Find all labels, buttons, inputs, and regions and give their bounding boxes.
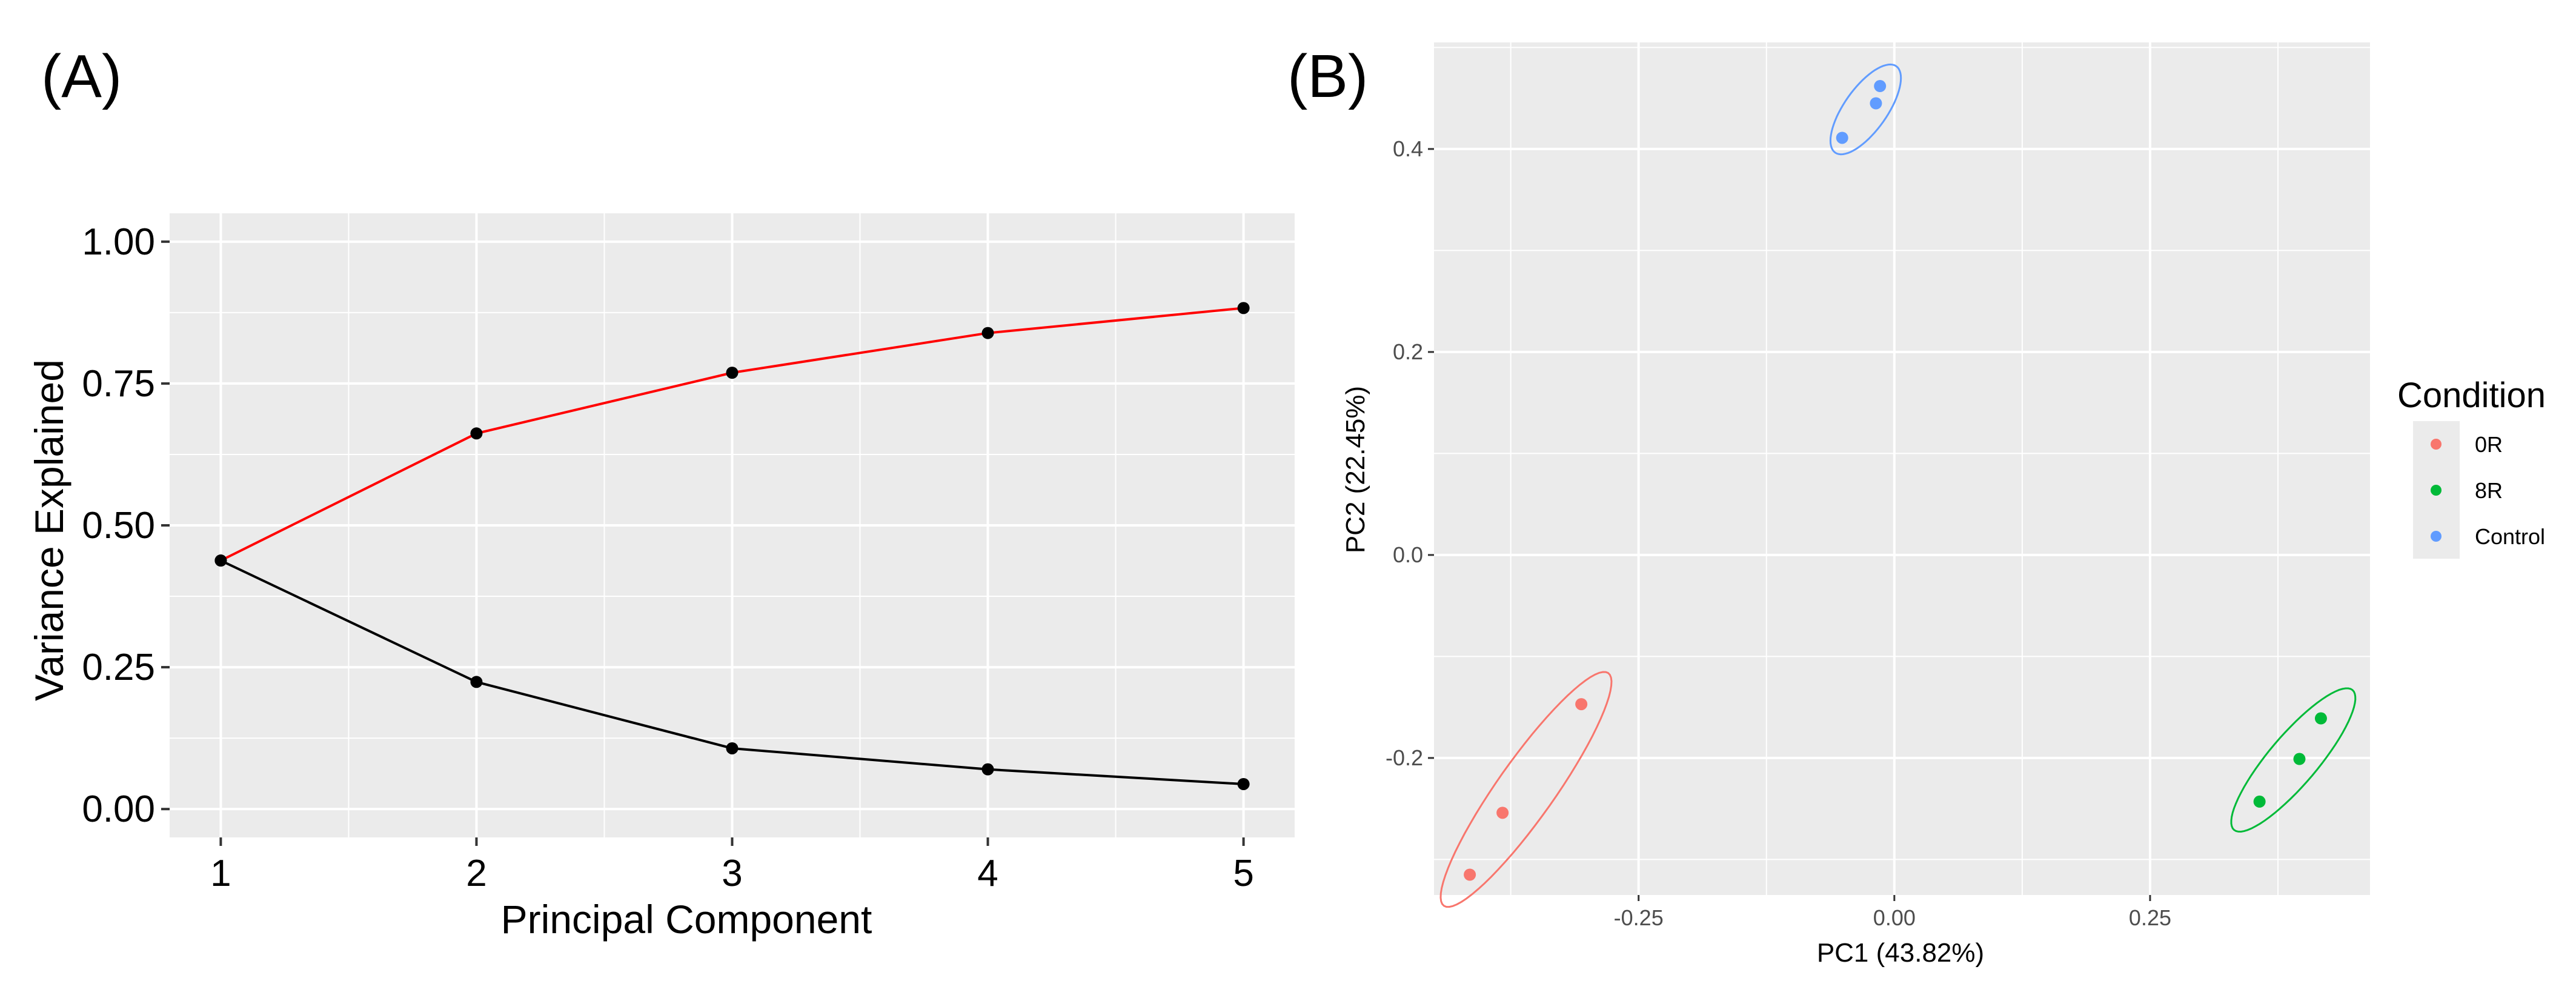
data-point <box>981 763 994 776</box>
pca-scatter-chart: -0.25 0.00 0.25 -0.2 0.0 0.2 0.4 <box>1386 42 2370 930</box>
x-tick-label: 0.25 <box>2129 905 2171 930</box>
y-tick-label: -0.2 <box>1386 745 1423 770</box>
legend-key-8r <box>2431 485 2442 496</box>
data-point <box>214 554 227 567</box>
data-point <box>981 327 994 339</box>
chart-a-ylabel: Variance Explained <box>27 359 71 701</box>
data-point-control <box>1874 80 1887 93</box>
legend-key-0r <box>2431 439 2442 450</box>
y-tick-label: 0.25 <box>82 647 155 688</box>
confidence-ellipse-0r <box>1439 671 1613 908</box>
y-tick-label: 0.4 <box>1393 136 1423 161</box>
legend-key-control <box>2431 531 2442 542</box>
x-tick-label: -0.25 <box>1614 905 1664 930</box>
legend-label: 0R <box>2475 432 2503 457</box>
legend-label: 8R <box>2475 478 2503 503</box>
legend-label: Control <box>2475 524 2545 549</box>
y-tick-label: 1.00 <box>82 221 155 263</box>
y-tick-label: 0.50 <box>82 505 155 547</box>
data-point-8r <box>2293 753 2306 765</box>
data-point-8r <box>2314 712 2327 725</box>
y-tick-label: 0.75 <box>82 363 155 405</box>
data-point-control <box>1870 97 1882 110</box>
x-tick-label: 2 <box>466 853 486 894</box>
data-point-0r <box>1496 807 1509 819</box>
data-point-0r <box>1464 868 1476 881</box>
data-point <box>726 742 739 754</box>
legend-title: Condition <box>2397 376 2546 415</box>
confidence-ellipse-8r <box>2230 687 2357 833</box>
data-point-0r <box>1575 698 1588 711</box>
data-point-control <box>1836 131 1848 144</box>
plot-background <box>1434 42 2370 895</box>
data-point <box>726 367 739 379</box>
x-tick-label: 5 <box>1233 853 1253 894</box>
x-tick-label: 1 <box>210 853 231 894</box>
variance-explained-chart: 0.00 0.25 0.50 0.75 1.00 1 2 3 4 5 <box>82 213 1295 894</box>
panel-b-label: (B) <box>1287 42 1368 110</box>
chart-b-ylabel: PC2 (22.45%) <box>1341 386 1370 553</box>
chart-b-xlabel: PC1 (43.82%) <box>1817 938 1984 968</box>
y-tick-label: 0.0 <box>1393 542 1423 567</box>
x-tick-label: 4 <box>977 853 998 894</box>
panel-a-label: (A) <box>41 42 122 110</box>
chart-a-xlabel: Principal Component <box>501 897 872 942</box>
data-point <box>1237 302 1250 314</box>
y-tick-label: 0.00 <box>82 788 155 830</box>
data-point <box>470 676 483 688</box>
x-tick-label: 3 <box>722 853 742 894</box>
data-point <box>1237 777 1250 790</box>
y-tick-label: 0.2 <box>1393 339 1423 364</box>
confidence-ellipse-control <box>1829 63 1902 156</box>
data-point-8r <box>2253 795 2266 808</box>
x-tick-label: 0.00 <box>1873 905 1916 930</box>
data-point <box>470 427 483 440</box>
legend: 0R 8R Control <box>2413 421 2545 559</box>
